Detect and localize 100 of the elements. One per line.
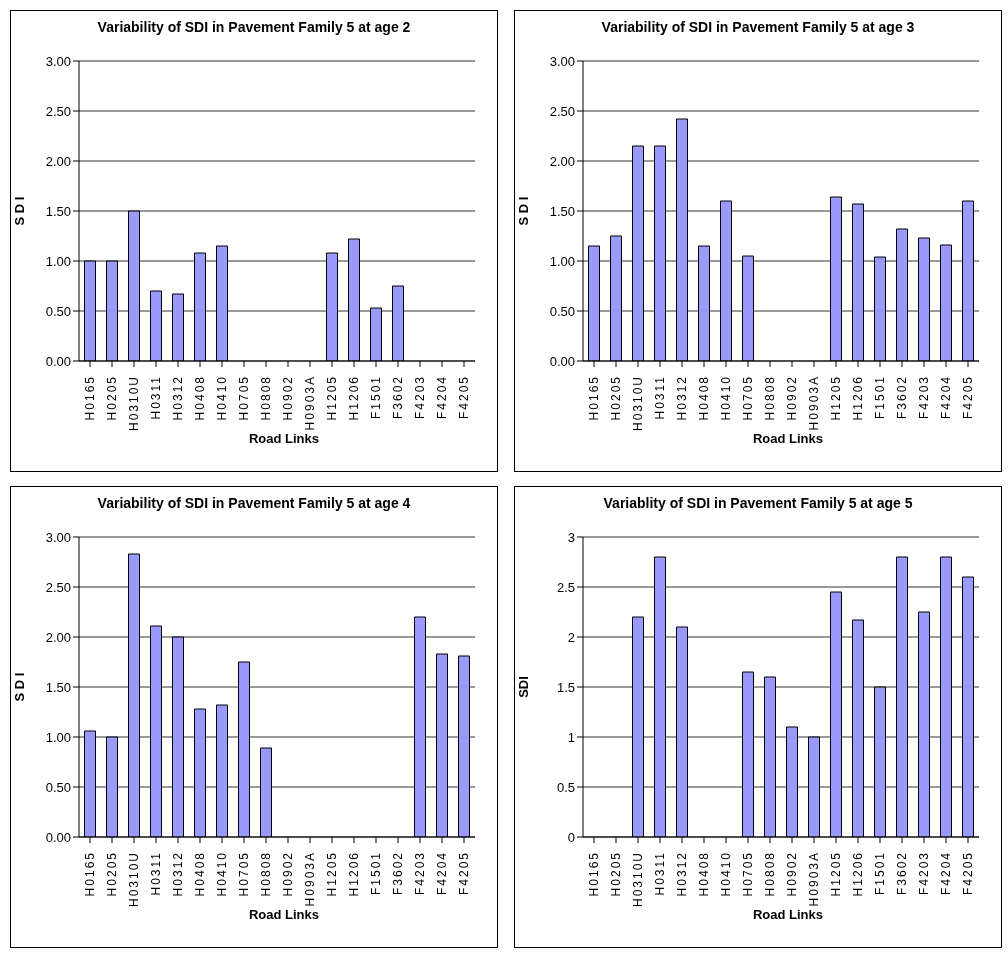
x-tick-label: H0205 — [105, 375, 119, 421]
y-tick-label: 3 — [567, 529, 575, 545]
y-tick-label: 0 — [567, 829, 575, 845]
x-tick-label: H1205 — [325, 375, 339, 421]
x-tick-label: H0410 — [719, 851, 733, 897]
x-tick-label: H0205 — [609, 851, 623, 897]
y-tick-label: 0.00 — [45, 353, 71, 369]
x-tick-label: H0312 — [675, 851, 689, 897]
chart-title: Variablity of SDI in Pavement Family 5 at age 5 — [602, 494, 914, 513]
x-tick-label: F4204 — [939, 851, 953, 896]
y-tick-label: 3.00 — [45, 53, 71, 69]
chart-title: Variability of SDI in Pavement Family 5 at age 2 — [96, 18, 412, 37]
x-tick-label: H0410 — [719, 375, 733, 421]
x-tick-label: H0902 — [281, 851, 295, 897]
x-tick-label: H0310U — [127, 851, 141, 908]
y-axis-title: S D I — [11, 196, 27, 226]
y-axis-title: S D I — [515, 196, 531, 226]
x-tick-label: H0205 — [105, 851, 119, 897]
x-tick-label: H0808 — [259, 851, 273, 897]
x-tick-label: H0410 — [215, 375, 229, 421]
x-tick-label: H0312 — [675, 375, 689, 421]
x-tick-label: F1501 — [369, 851, 383, 896]
x-tick-label: H0902 — [281, 375, 295, 421]
y-tick-label: 1.50 — [45, 203, 71, 219]
x-tick-label: H0311 — [653, 375, 667, 420]
y-tick-label: 1.50 — [45, 679, 71, 695]
x-tick-label: H1205 — [829, 375, 843, 421]
y-tick-label: 2.50 — [549, 103, 575, 119]
x-tick-label: H0165 — [587, 851, 601, 897]
y-tick-label: 0.50 — [549, 303, 575, 319]
x-tick-label: H0165 — [83, 851, 97, 897]
x-tick-label: F3602 — [391, 851, 405, 896]
x-tick-label: F4203 — [917, 851, 931, 896]
x-tick-label: F4204 — [939, 375, 953, 420]
x-tick-label: H0705 — [237, 375, 251, 421]
y-tick-label: 2.00 — [45, 629, 71, 645]
y-tick-label: 0.00 — [45, 829, 71, 845]
x-tick-label: H0808 — [763, 851, 777, 897]
x-tick-label: H0408 — [193, 851, 207, 897]
x-tick-label: H0902 — [785, 375, 799, 421]
y-tick-label: 1.00 — [45, 253, 71, 269]
x-tick-label: H0903A — [807, 375, 821, 431]
x-axis-title: Road Links — [751, 431, 825, 446]
y-tick-label: 1.00 — [45, 729, 71, 745]
x-tick-label: H0408 — [697, 375, 711, 421]
y-tick-label: 2.50 — [45, 103, 71, 119]
x-tick-label: H0311 — [149, 375, 163, 420]
x-tick-label: F3602 — [895, 375, 909, 420]
y-tick-label: 1.50 — [549, 203, 575, 219]
x-tick-label: H0903A — [807, 851, 821, 907]
x-tick-label: F3602 — [895, 851, 909, 896]
x-tick-label: F1501 — [873, 851, 887, 896]
x-tick-label: H1206 — [851, 375, 865, 421]
y-tick-label: 0.50 — [45, 779, 71, 795]
y-tick-label: 0.50 — [45, 303, 71, 319]
x-axis-title: Road Links — [247, 431, 321, 446]
x-tick-label: H0808 — [259, 375, 273, 421]
x-tick-label: H0310U — [631, 375, 645, 432]
x-tick-label: F4203 — [413, 851, 427, 896]
x-tick-label: H0310U — [127, 375, 141, 432]
x-tick-label: H0312 — [171, 375, 185, 421]
y-tick-label: 2.00 — [45, 153, 71, 169]
y-tick-label: 1 — [567, 729, 575, 745]
x-tick-label: H1206 — [851, 851, 865, 897]
x-tick-label: H0312 — [171, 851, 185, 897]
x-tick-label: F4204 — [435, 851, 449, 896]
x-tick-label: H0705 — [741, 851, 755, 897]
x-tick-label: H0408 — [193, 375, 207, 421]
x-tick-label: H0705 — [741, 375, 755, 421]
x-tick-label: H0408 — [697, 851, 711, 897]
y-tick-label: 2.5 — [556, 579, 575, 595]
x-tick-label: H0310U — [631, 851, 645, 908]
x-tick-label: H1206 — [347, 851, 361, 897]
x-tick-label: H0903A — [303, 851, 317, 907]
x-tick-label: F1501 — [369, 375, 383, 420]
x-tick-label: F3602 — [391, 375, 405, 420]
y-tick-label: 1.00 — [549, 253, 575, 269]
x-tick-label: H1206 — [347, 375, 361, 421]
x-axis-title: Road Links — [247, 907, 321, 922]
x-tick-label: H0311 — [149, 851, 163, 896]
y-tick-label: 1.5 — [556, 679, 575, 695]
x-tick-label: H0705 — [237, 851, 251, 897]
x-tick-label: F1501 — [873, 375, 887, 420]
x-tick-label: H0902 — [785, 851, 799, 897]
x-tick-label: F4203 — [917, 375, 931, 420]
x-tick-label: F4205 — [457, 851, 471, 896]
y-tick-label: 2 — [567, 629, 575, 645]
x-tick-label: H0808 — [763, 375, 777, 421]
y-tick-label: 0.5 — [556, 779, 575, 795]
x-tick-label: F4205 — [961, 851, 975, 896]
x-axis-title: Road Links — [751, 907, 825, 922]
x-tick-label: F4205 — [961, 375, 975, 420]
x-tick-label: H0311 — [653, 851, 667, 896]
y-tick-label: 2.00 — [549, 153, 575, 169]
x-tick-label: H0165 — [83, 375, 97, 421]
x-tick-label: F4204 — [435, 375, 449, 420]
x-tick-label: H0165 — [587, 375, 601, 421]
x-tick-label: H1205 — [325, 851, 339, 897]
x-tick-label: F4203 — [413, 375, 427, 420]
chart-title: Variability of SDI in Pavement Family 5 at age 4 — [96, 494, 412, 513]
